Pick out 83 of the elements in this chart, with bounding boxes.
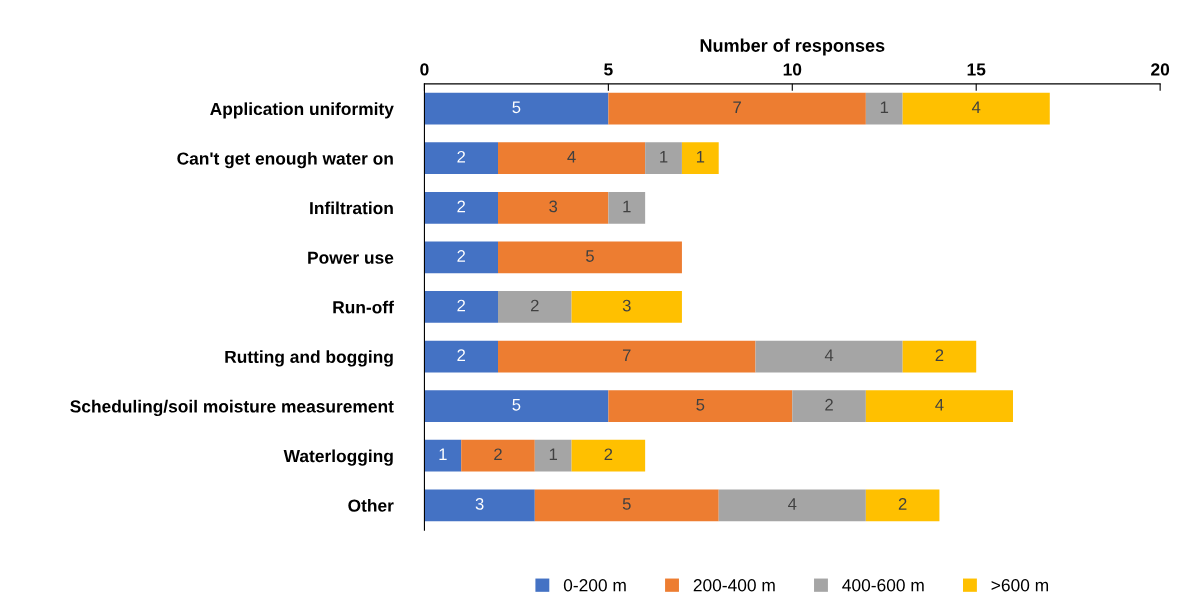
bar <box>424 439 462 472</box>
data-label: 2 <box>935 349 944 361</box>
bar <box>608 92 866 125</box>
data-label: 2 <box>898 497 907 510</box>
bar <box>424 142 499 175</box>
data-label: 4 <box>971 101 981 113</box>
bar <box>498 340 756 373</box>
data-label: 2 <box>457 150 466 163</box>
data-label: 5 <box>512 399 521 411</box>
bar <box>902 92 1050 125</box>
y-tick-label: Infiltration <box>310 201 393 215</box>
bar <box>792 390 866 423</box>
y-tick-label: Can't get enough water on <box>177 151 393 169</box>
bar <box>865 92 903 125</box>
data-label: 2 <box>457 200 466 213</box>
y-tick-label: Rutting and bogging <box>225 350 393 367</box>
bar <box>424 291 499 323</box>
bar <box>498 142 646 175</box>
data-label: 2 <box>531 299 539 312</box>
bar <box>902 340 977 373</box>
legend-label: 400-600 m <box>842 579 924 592</box>
x-tick-label: 0 <box>420 63 429 76</box>
data-label: 1 <box>549 448 558 461</box>
bar <box>681 142 719 175</box>
legend-label: 200-400 m <box>693 579 775 592</box>
data-label: 2 <box>604 448 613 461</box>
x-tick-label: 15 <box>967 63 986 76</box>
x-axis-title: Number of responses <box>700 38 885 56</box>
bar <box>498 291 572 323</box>
y-tick-label: Waterlogging <box>283 449 393 466</box>
data-label: 5 <box>622 498 631 510</box>
bar <box>424 390 609 423</box>
bar <box>571 291 682 323</box>
y-tick-label: Scheduling/soil moisture measurement <box>70 399 394 417</box>
bar <box>498 241 682 274</box>
data-label: 4 <box>788 498 797 510</box>
data-label: 4 <box>567 151 576 163</box>
data-label: 2 <box>457 299 466 312</box>
data-label: 2 <box>825 398 833 411</box>
bar <box>424 340 499 373</box>
data-label: 4 <box>824 349 834 361</box>
data-label: 2 <box>494 448 502 461</box>
data-label: 3 <box>475 497 484 510</box>
bar <box>865 390 1013 423</box>
bar <box>424 191 499 224</box>
data-label: 5 <box>512 101 521 114</box>
bar <box>461 439 535 472</box>
data-label: 3 <box>622 299 631 312</box>
bar <box>424 489 535 522</box>
bar <box>534 489 719 522</box>
data-label: 7 <box>622 349 631 361</box>
data-label: 4 <box>935 399 944 411</box>
data-label: 1 <box>623 200 631 213</box>
data-label: 3 <box>549 200 558 213</box>
data-label: 5 <box>586 250 594 262</box>
data-label: 1 <box>660 151 668 163</box>
data-label: 1 <box>880 101 889 113</box>
data-label: 2 <box>457 349 466 361</box>
legend-label: >600 m <box>991 579 1049 592</box>
bar <box>424 92 609 125</box>
data-label: 2 <box>457 250 466 262</box>
y-tick-label: Application uniformity <box>210 102 394 119</box>
data-label: 7 <box>733 101 741 113</box>
bar <box>608 191 646 224</box>
bar <box>755 340 903 373</box>
x-tick-label: 5 <box>604 63 613 76</box>
data-label: 1 <box>439 448 447 461</box>
data-label: 1 <box>696 151 705 163</box>
bar <box>718 489 866 522</box>
x-tick-label: 10 <box>783 63 802 76</box>
y-tick-label: Power use <box>308 251 394 264</box>
bar <box>865 489 940 522</box>
data-label: 5 <box>696 399 705 411</box>
bar <box>534 439 572 472</box>
x-tick-label: 20 <box>1151 63 1170 76</box>
y-tick-label: Other <box>348 499 394 512</box>
y-tick-label: Run-off <box>333 300 394 314</box>
bar <box>608 390 793 423</box>
bar <box>645 142 682 175</box>
bar <box>424 241 499 274</box>
bar <box>571 439 646 472</box>
legend-label: 0-200 m <box>563 579 626 592</box>
bar <box>498 191 609 224</box>
